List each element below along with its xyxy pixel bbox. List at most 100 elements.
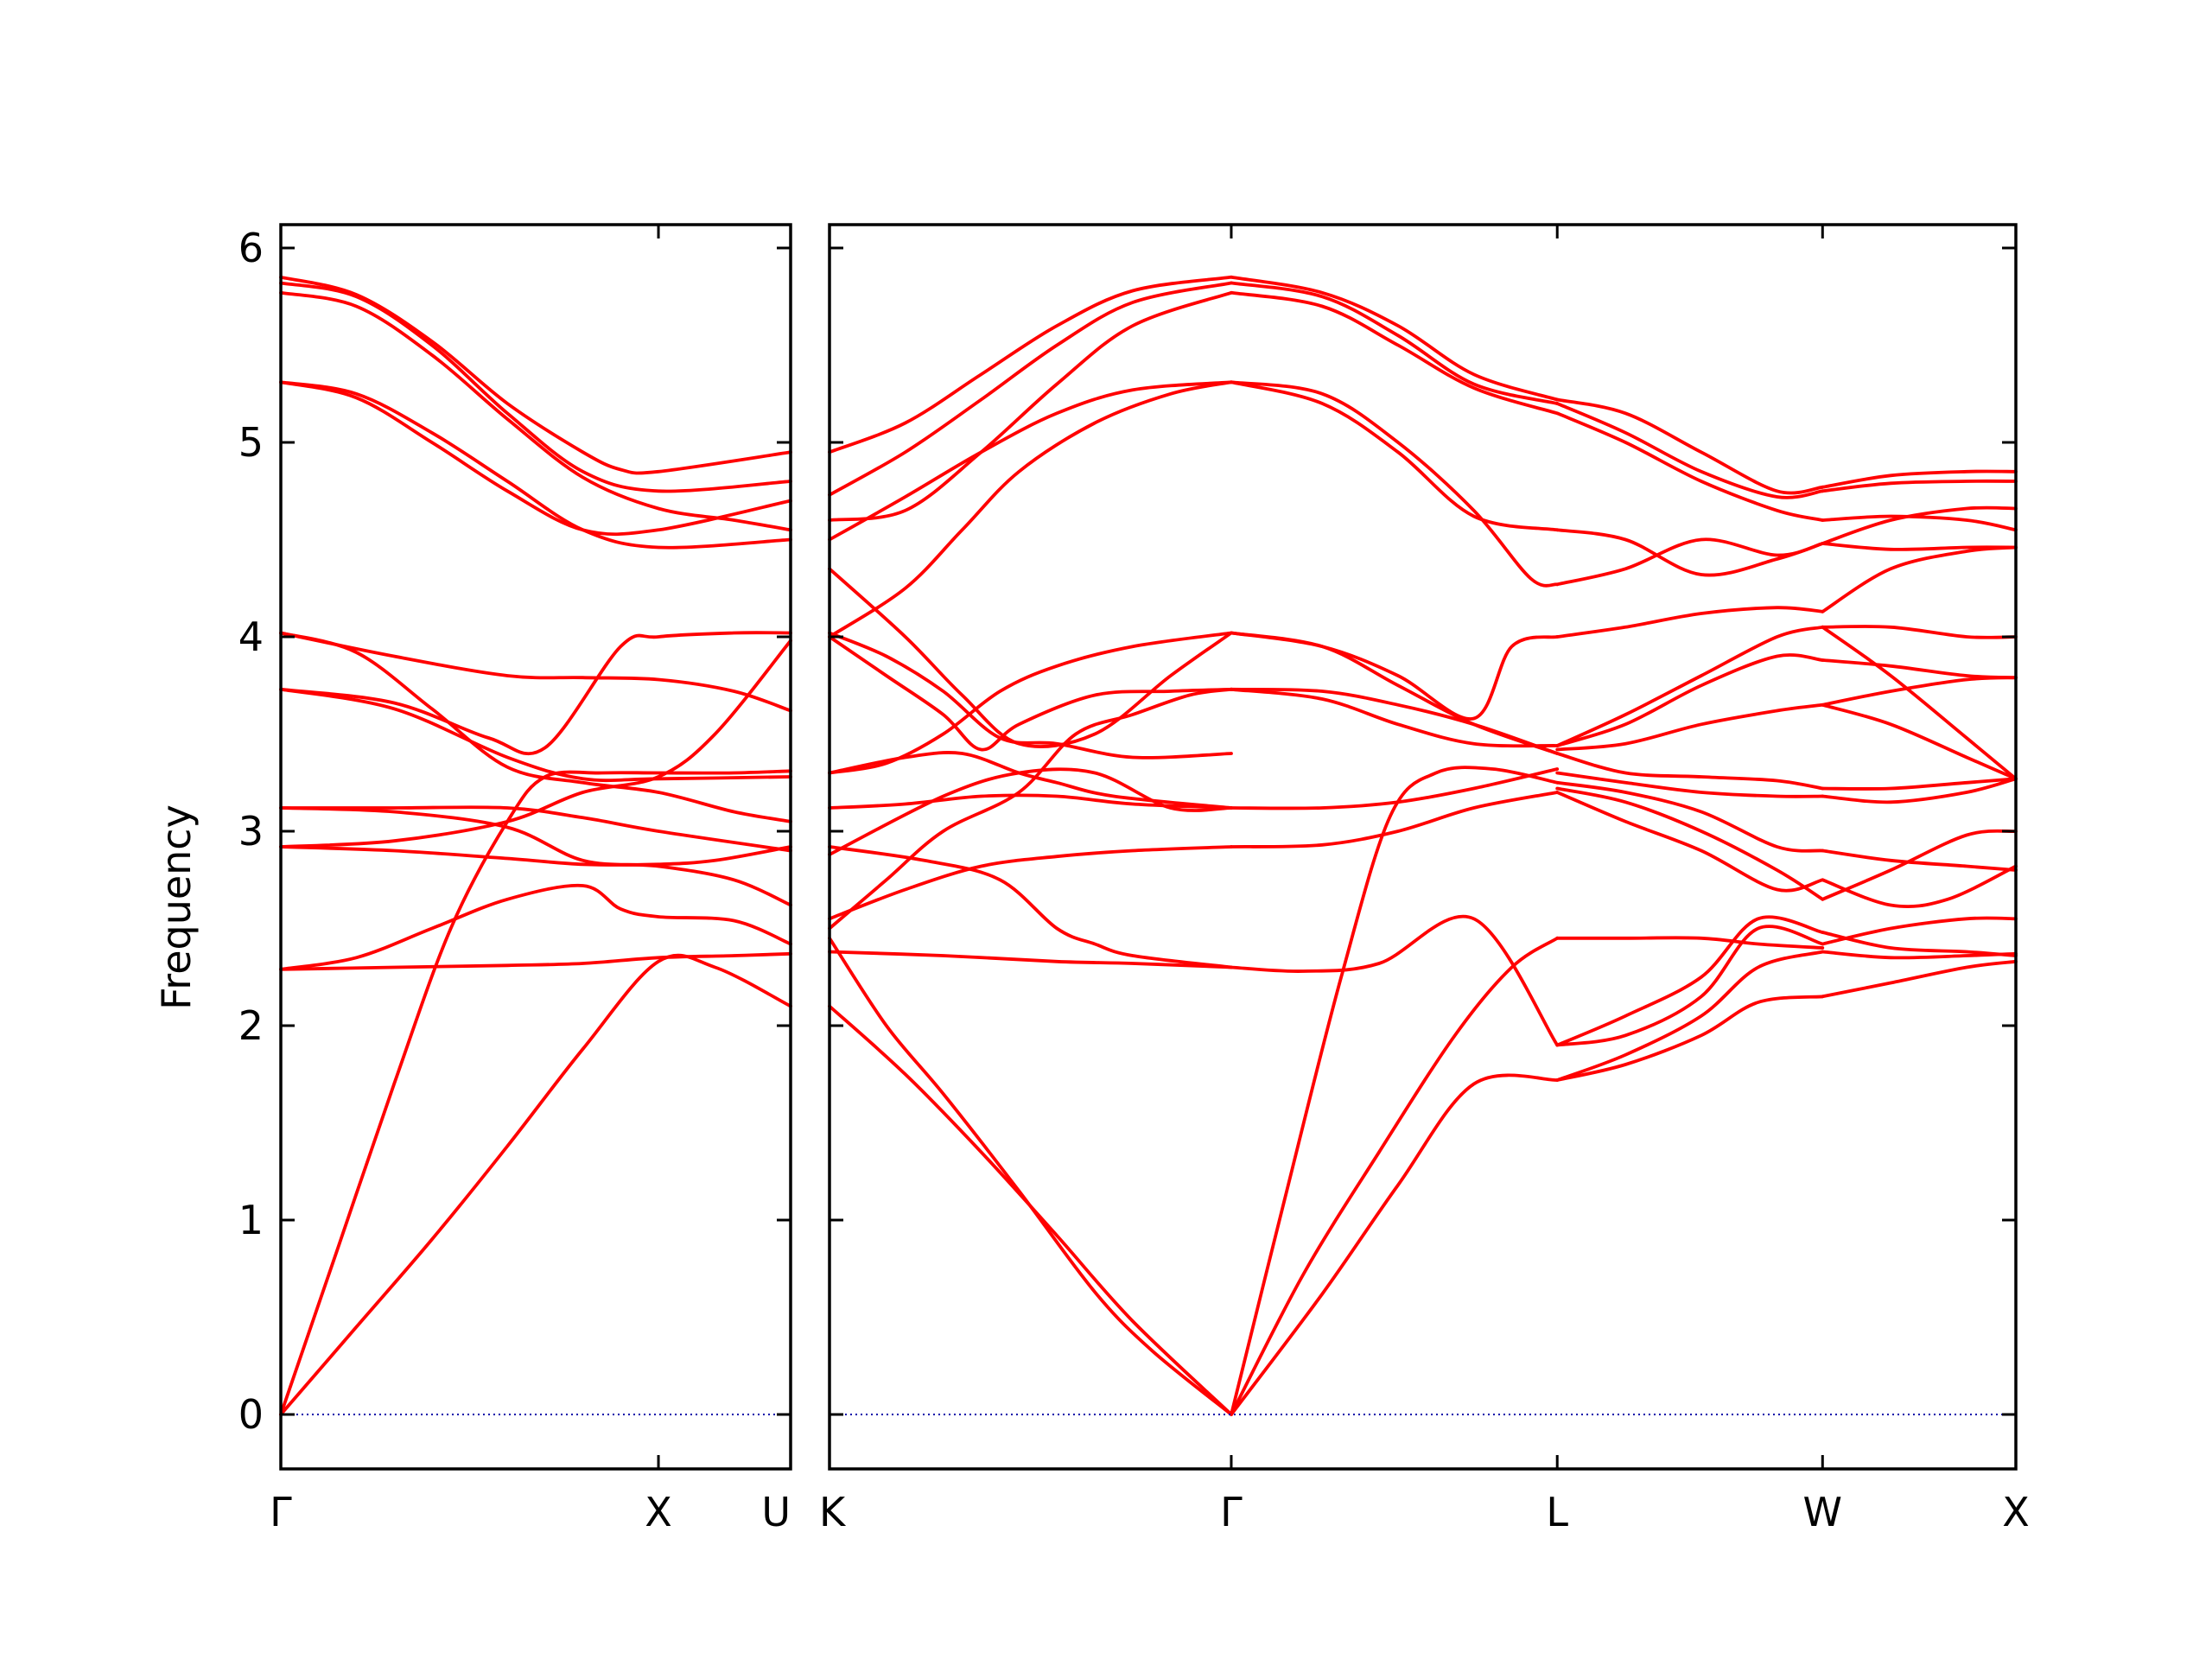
band-line	[279, 883, 792, 971]
panel-frame	[828, 223, 2018, 1471]
band-line	[1555, 397, 1825, 495]
band-line	[1821, 676, 2018, 707]
band-line	[1821, 829, 2018, 901]
band-line	[1555, 411, 1825, 522]
band-line	[1230, 687, 1560, 748]
band-line	[1821, 545, 2018, 613]
band-line	[1821, 469, 2018, 489]
band-line	[279, 631, 792, 823]
band-line	[1555, 936, 1825, 950]
band-line	[1555, 771, 1825, 798]
band-line	[1555, 702, 1825, 752]
band-line	[279, 951, 792, 971]
band-line	[1230, 766, 1560, 1416]
band-line	[279, 631, 792, 756]
band-line	[828, 380, 1233, 639]
x-tick-label: Γ	[270, 1489, 292, 1535]
band-line	[279, 845, 792, 867]
band-line	[828, 281, 1233, 497]
band-line	[828, 631, 1233, 760]
band-line	[1555, 995, 1825, 1082]
band-line	[1555, 606, 1825, 639]
band-line	[828, 793, 1233, 810]
band-line	[279, 631, 792, 713]
band-line	[1555, 625, 1825, 747]
band-line	[279, 953, 792, 1416]
band-line	[1230, 687, 1560, 755]
band-line	[279, 281, 792, 493]
band-line	[1821, 625, 2018, 639]
band-line	[1821, 916, 2018, 946]
y-tick-label: 3	[238, 808, 264, 855]
band-line	[1230, 281, 1560, 405]
band-line	[1230, 791, 1560, 849]
band-line	[1555, 791, 1825, 893]
band-line	[1230, 275, 1560, 402]
band-line	[279, 687, 792, 783]
band-line	[1555, 752, 1825, 791]
band-line	[828, 845, 1233, 921]
band-line	[1821, 658, 2018, 680]
band-line	[1821, 542, 2018, 551]
band-line	[1230, 631, 1560, 755]
band-line	[1555, 653, 1825, 747]
band-line	[279, 380, 792, 550]
y-tick-label: 6	[238, 225, 264, 271]
band-line	[1230, 631, 1560, 721]
band-line	[828, 751, 1233, 810]
band-line	[828, 631, 1233, 775]
band-line	[1821, 505, 2018, 545]
band-line	[1821, 514, 2018, 532]
band-line	[1555, 780, 1825, 853]
band-line	[828, 936, 1233, 1416]
band-line	[279, 806, 792, 907]
x-tick-label: X	[645, 1489, 672, 1535]
y-tick-label: 1	[238, 1197, 264, 1243]
y-tick-label: 0	[238, 1391, 264, 1438]
y-tick-label: 2	[238, 1002, 264, 1049]
y-tick-label: 5	[238, 419, 264, 466]
y-axis-label: Frequency	[153, 804, 200, 1010]
band-line	[1230, 914, 1560, 1047]
band-line	[828, 635, 1233, 752]
band-line	[1230, 290, 1560, 416]
band-line	[1821, 959, 2018, 999]
band-line	[279, 380, 792, 537]
band-line	[1555, 925, 1825, 1047]
band-line	[1821, 479, 2018, 493]
band-line	[1230, 767, 1560, 810]
band-line	[828, 767, 1233, 856]
band-line	[1821, 849, 2018, 872]
x-tick-label: W	[1803, 1489, 1842, 1535]
band-line	[1555, 915, 1825, 1047]
band-line	[1821, 625, 2018, 781]
band-panel-left: 0 1 2 3 4 5 6 Γ X U	[238, 223, 792, 1535]
band-line	[1821, 864, 2018, 909]
band-line	[828, 950, 1233, 969]
x-tick-label: X	[2002, 1489, 2030, 1535]
band-line	[828, 845, 1233, 969]
band-line	[1821, 702, 2018, 781]
band-line	[828, 567, 1233, 748]
band-line	[279, 805, 792, 853]
band-line	[1555, 786, 1825, 901]
band-line	[279, 290, 792, 532]
band-line	[1821, 777, 2018, 791]
band-line	[1821, 777, 2018, 804]
band-line	[1555, 402, 1825, 499]
band-line	[1230, 380, 1560, 532]
x-tick-label: L	[1546, 1489, 1568, 1535]
band-line	[828, 380, 1233, 542]
panel-frame	[279, 223, 792, 1471]
x-tick-label: Γ	[1220, 1489, 1243, 1535]
band-line	[828, 290, 1233, 522]
band-line	[1230, 380, 1560, 588]
band-line	[279, 769, 792, 1416]
band-line	[1555, 528, 1825, 577]
band-line	[1230, 936, 1560, 1416]
band-line	[828, 1004, 1233, 1416]
band-line	[1555, 537, 1825, 587]
band-line	[279, 639, 792, 849]
